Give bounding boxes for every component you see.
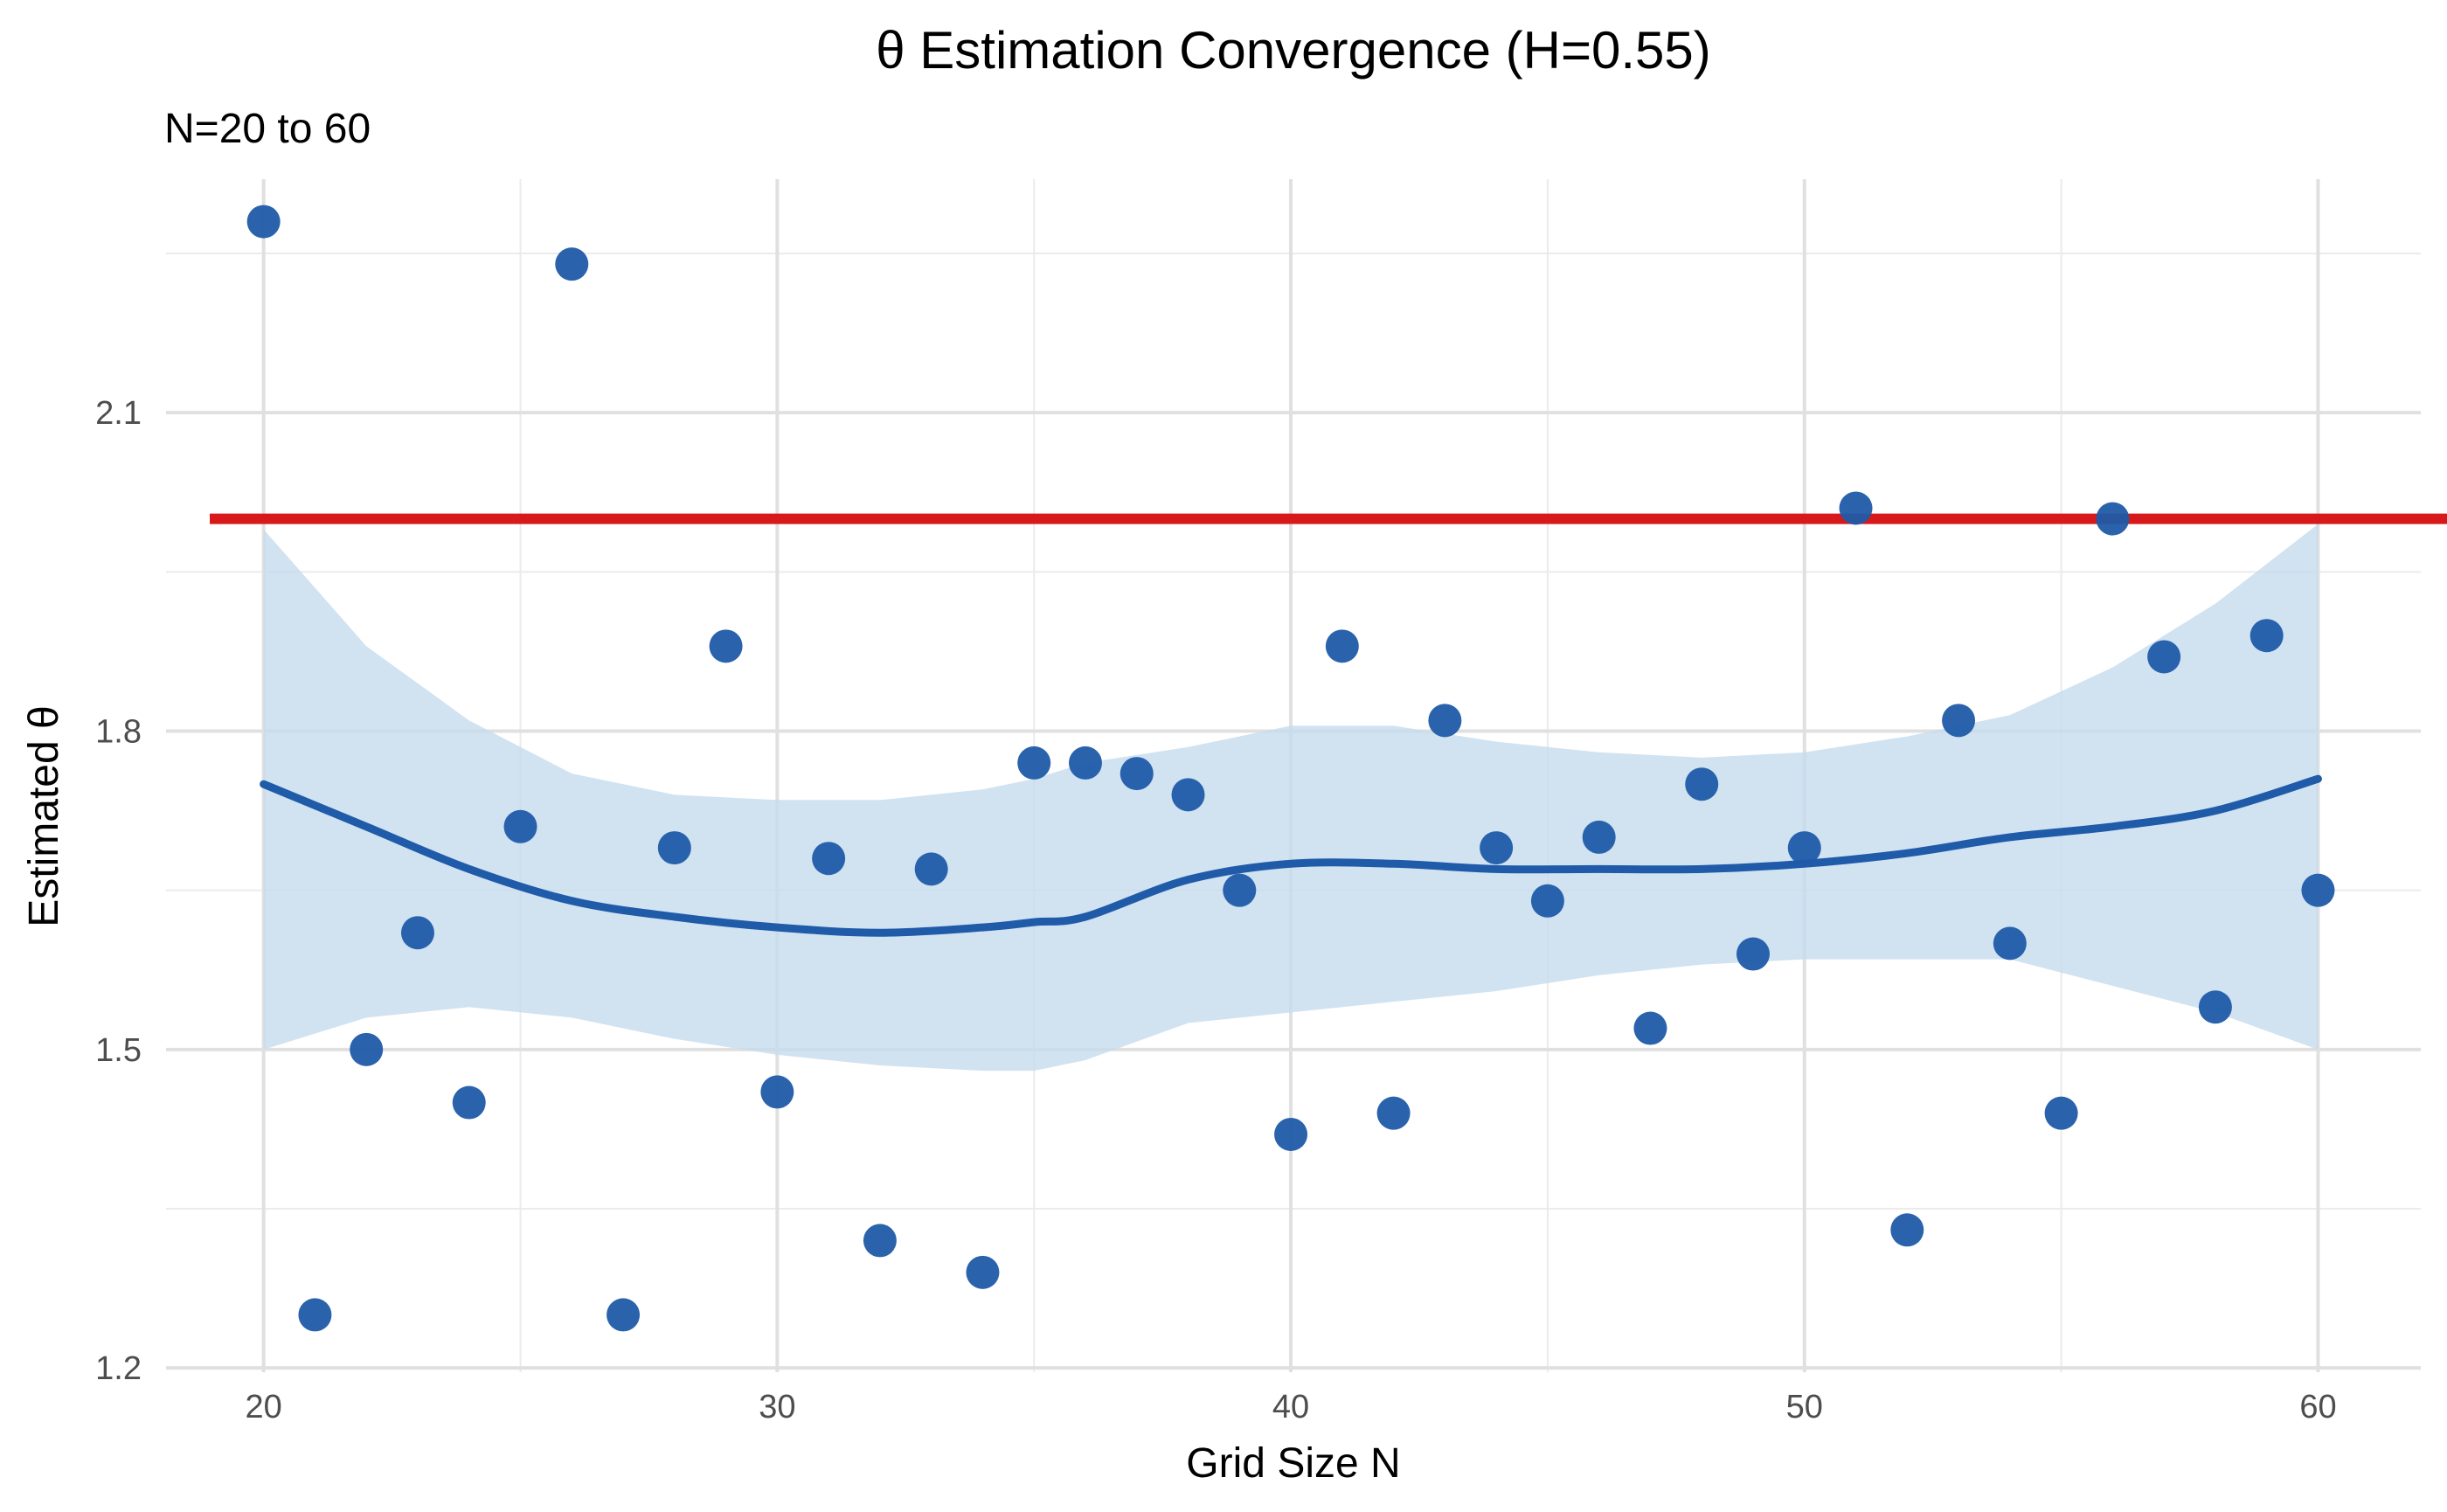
y-tick-label: 1.8 <box>95 713 142 750</box>
data-point <box>863 1224 897 1258</box>
data-point <box>1633 1011 1667 1045</box>
data-point <box>914 852 948 886</box>
data-point <box>1736 937 1770 971</box>
chart-title: θ Estimation Convergence (H=0.55) <box>876 21 1711 80</box>
x-axis-title: Grid Size N <box>1186 1440 1400 1487</box>
points-group <box>246 205 2335 1332</box>
x-tick-label: 60 <box>2299 1389 2336 1425</box>
data-point <box>2249 619 2284 653</box>
data-point <box>2044 1096 2078 1130</box>
x-tick-label: 50 <box>1786 1389 1823 1425</box>
data-point <box>607 1298 641 1332</box>
data-point <box>555 247 589 281</box>
data-point <box>2147 640 2181 674</box>
data-point <box>1017 746 1051 780</box>
data-point <box>1120 757 1154 791</box>
y-tick-label: 1.2 <box>95 1350 142 1387</box>
data-point <box>246 205 281 239</box>
data-point <box>966 1255 1000 1289</box>
data-point <box>350 1032 384 1066</box>
data-point <box>2096 502 2130 536</box>
data-point <box>2301 873 2335 907</box>
data-point <box>812 842 846 876</box>
y-axis-title: Estimated θ <box>21 705 67 926</box>
data-point <box>1890 1213 1924 1247</box>
data-point <box>1993 926 2027 961</box>
data-point <box>1325 629 1359 663</box>
tick-labels: 20 30 40 50 60 1.2 1.5 1.8 2.1 <box>95 395 2336 1425</box>
data-point <box>1839 491 1873 525</box>
chart-subtitle: N=20 to 60 <box>164 106 371 152</box>
data-point <box>452 1085 486 1120</box>
confidence-band <box>263 524 2319 1072</box>
x-tick-label: 30 <box>759 1389 795 1425</box>
data-point <box>1942 704 1976 738</box>
data-point <box>1787 831 1821 865</box>
data-point <box>1171 778 1205 812</box>
smooth-line <box>260 774 2322 937</box>
y-tick-label: 1.5 <box>95 1032 142 1069</box>
data-point <box>1685 767 1719 801</box>
data-point <box>1582 820 1616 854</box>
x-tick-label: 40 <box>1272 1389 1309 1425</box>
data-point <box>1480 831 1514 865</box>
data-point <box>1428 704 1462 738</box>
data-point <box>657 831 691 865</box>
data-point <box>1274 1117 1308 1151</box>
x-tick-label: 20 <box>246 1389 282 1425</box>
smooth-line-group <box>260 774 2322 937</box>
data-point <box>709 629 743 663</box>
data-point <box>760 1075 794 1109</box>
data-point <box>1223 873 1257 907</box>
data-point <box>503 809 537 843</box>
data-point <box>2198 990 2232 1024</box>
data-point <box>400 916 434 950</box>
data-point <box>1530 884 1564 918</box>
data-point <box>1068 746 1102 780</box>
data-point <box>1376 1096 1411 1130</box>
data-point <box>298 1298 332 1332</box>
confidence-band-group <box>263 524 2319 1072</box>
y-tick-label: 2.1 <box>95 395 142 432</box>
